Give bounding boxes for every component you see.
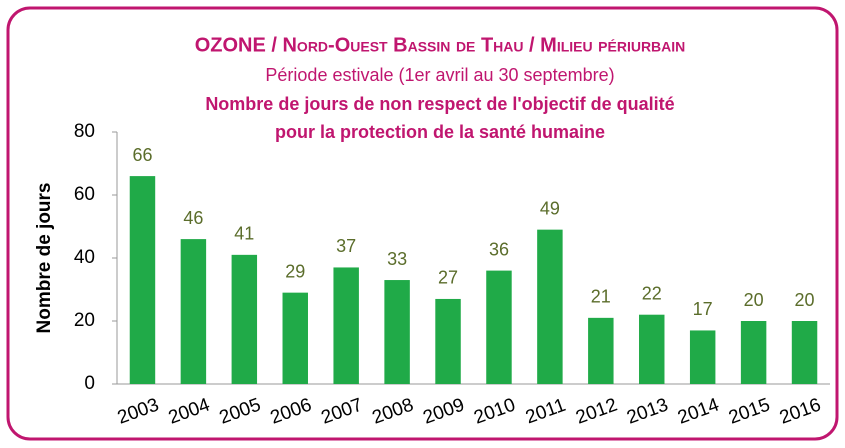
bar bbox=[333, 267, 359, 384]
data-label: 29 bbox=[285, 261, 305, 281]
data-label: 22 bbox=[642, 283, 662, 303]
bar bbox=[180, 239, 207, 384]
bar bbox=[231, 254, 258, 384]
bar bbox=[791, 321, 818, 384]
data-label: 17 bbox=[693, 299, 713, 319]
bar bbox=[435, 298, 461, 384]
y-tick-label: 40 bbox=[74, 247, 95, 268]
bar bbox=[588, 317, 614, 384]
frame bbox=[6, 6, 839, 441]
data-label: 33 bbox=[387, 249, 407, 269]
bar bbox=[282, 292, 308, 384]
data-label: 27 bbox=[438, 268, 458, 288]
y-tick-label: 80 bbox=[74, 121, 95, 142]
chart-heading: Nombre de jours de non respect de l'obje… bbox=[205, 94, 674, 114]
data-label: 20 bbox=[795, 290, 815, 310]
y-tick-label: 60 bbox=[74, 184, 95, 205]
bar bbox=[537, 229, 563, 384]
chart-title: OZONE / Nord-Ouest Bassin de Thau / Mili… bbox=[195, 34, 686, 56]
data-label: 49 bbox=[540, 198, 560, 218]
data-label: 46 bbox=[183, 208, 203, 228]
data-label: 21 bbox=[591, 287, 611, 307]
y-tick-label: 20 bbox=[74, 310, 95, 331]
data-label: 66 bbox=[132, 145, 152, 165]
data-label: 37 bbox=[336, 236, 356, 256]
bar bbox=[639, 314, 665, 384]
data-label: 36 bbox=[489, 239, 509, 259]
data-label: 41 bbox=[234, 224, 254, 244]
chart-heading: pour la protection de la santé humaine bbox=[275, 122, 605, 142]
bar bbox=[486, 270, 512, 384]
chart-subtitle: Période estivale (1er avril au 30 septem… bbox=[265, 65, 614, 85]
bar bbox=[689, 330, 716, 384]
data-label: 20 bbox=[744, 290, 764, 310]
y-axis-label: Nombre de jours bbox=[34, 183, 55, 334]
bar bbox=[740, 321, 767, 384]
bar bbox=[129, 176, 156, 384]
bar bbox=[384, 280, 410, 384]
y-tick-label: 0 bbox=[84, 373, 95, 394]
